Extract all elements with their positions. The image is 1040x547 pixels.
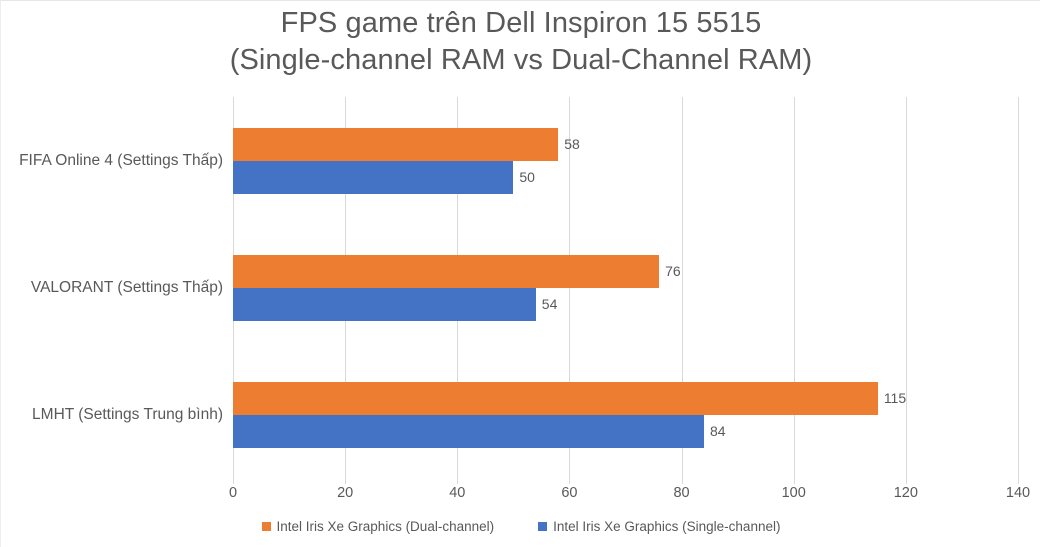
x-axis-tick-label: 100 xyxy=(781,485,806,501)
legend-item[interactable]: Intel Iris Xe Graphics (Single-channel) xyxy=(538,519,780,534)
category-axis-label: FIFA Online 4 (Settings Thấp) xyxy=(19,151,223,169)
chart-title-line-2: (Single-channel RAM vs Dual-Channel RAM) xyxy=(229,44,813,76)
x-axis-tick xyxy=(345,478,347,484)
category-axis-label: LMHT (Settings Trung bình) xyxy=(32,405,223,423)
legend-swatch-icon xyxy=(538,522,548,531)
x-axis-tick xyxy=(905,478,907,484)
bar-value-label: 84 xyxy=(710,422,726,439)
legend-label: Intel Iris Xe Graphics (Single-channel) xyxy=(553,519,781,534)
bar[interactable] xyxy=(233,381,878,415)
bar[interactable] xyxy=(233,414,704,448)
gridline xyxy=(793,97,795,478)
bar[interactable] xyxy=(233,160,514,194)
chart-legend: Intel Iris Xe Graphics (Dual-channel) Int… xyxy=(1,519,1040,534)
bar-value-label: 76 xyxy=(665,262,681,279)
category-axis: FIFA Online 4 (Settings Thấp) VALORANT (S… xyxy=(1,1,223,547)
x-axis-tick-label: 20 xyxy=(337,485,354,501)
legend-swatch-icon xyxy=(261,522,271,531)
x-axis-tick xyxy=(457,478,459,484)
x-axis-tick-label: 140 xyxy=(1005,485,1031,501)
bar[interactable] xyxy=(233,127,559,161)
bar[interactable] xyxy=(233,287,536,321)
x-axis-tick xyxy=(569,478,571,484)
x-axis-tick xyxy=(1018,478,1019,484)
x-axis-tick xyxy=(793,478,795,484)
x-axis-tick-label: 0 xyxy=(228,485,238,501)
x-axis-tick-label: 40 xyxy=(449,485,466,501)
chart-title-line-1: FPS game trên Dell Inspiron 15 5515 xyxy=(280,7,762,39)
gridline xyxy=(569,97,571,478)
x-axis-tick-label: 60 xyxy=(561,485,578,501)
x-axis-tick-label: 120 xyxy=(893,485,918,501)
bar-value-label: 58 xyxy=(564,135,580,152)
plot-area: 58 50 76 54 115 84 xyxy=(233,97,1019,478)
category-axis-label: VALORANT (Settings Thấp) xyxy=(30,278,223,296)
x-axis-tick xyxy=(681,478,683,484)
gridline xyxy=(905,97,907,478)
bar[interactable] xyxy=(233,254,660,288)
bar-value-label: 54 xyxy=(541,295,558,312)
bar-value-label: 115 xyxy=(883,389,907,406)
bar-value-label: 50 xyxy=(519,168,535,185)
legend-label: Intel Iris Xe Graphics (Dual-channel) xyxy=(276,519,495,534)
gridline xyxy=(1018,97,1019,478)
x-axis-tick-label: 80 xyxy=(673,485,690,501)
legend-item[interactable]: Intel Iris Xe Graphics (Dual-channel) xyxy=(261,519,495,534)
gridline xyxy=(681,97,683,478)
x-axis-tick xyxy=(233,478,234,484)
chart-title: FPS game trên Dell Inspiron 15 5515 (Sin… xyxy=(1,5,1040,79)
